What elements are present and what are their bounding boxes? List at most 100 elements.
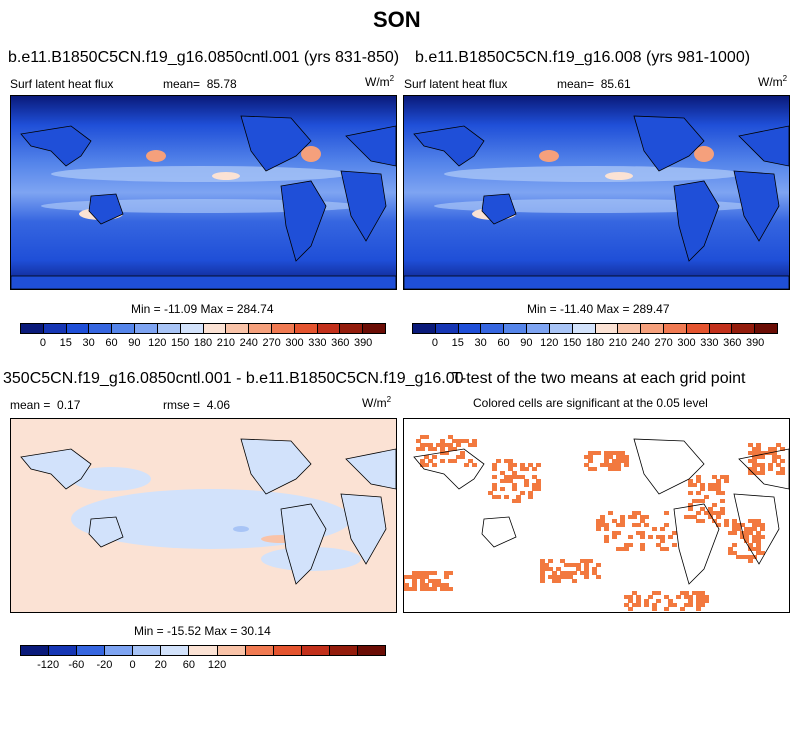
panel2-mean-label: mean= — [557, 77, 595, 91]
panel1-colorbar-label: 30 — [82, 337, 95, 349]
significant-cell — [616, 459, 621, 463]
significant-cell — [420, 583, 425, 587]
significant-cell — [492, 463, 497, 467]
significant-cell — [568, 563, 573, 567]
panel2-colorbar-label: 30 — [474, 337, 487, 349]
significant-cell — [540, 575, 545, 579]
panel3-colorbar-label: -20 — [96, 659, 113, 671]
panel1-colorbar-label: 90 — [128, 337, 141, 349]
significant-cell — [468, 443, 473, 447]
panel1-colorbar-segment — [317, 324, 341, 333]
panel3-rmse-value: 4.06 — [206, 398, 231, 412]
significant-cell — [724, 519, 729, 523]
significant-cell — [600, 523, 605, 527]
significant-cell — [696, 479, 701, 483]
significant-cell — [720, 507, 725, 511]
significant-cell — [492, 483, 497, 487]
panel3-title: 350C5CN.f19_g16.0850cntl.001 - b.e11.B18… — [3, 370, 463, 387]
panel4-subtitle: Colored cells are significant at the 0.0… — [473, 396, 708, 410]
significant-cell — [624, 543, 629, 547]
significant-cell — [440, 443, 445, 447]
panel2-colorbar-label: 270 — [654, 337, 673, 349]
significant-cell — [580, 571, 585, 575]
significant-cell — [624, 595, 629, 599]
significant-cell — [604, 451, 609, 455]
significant-cell — [636, 595, 641, 599]
significant-cell — [452, 447, 457, 451]
significant-cell — [536, 487, 541, 491]
significant-cell — [612, 535, 617, 539]
significant-cell — [684, 603, 689, 607]
significant-cell — [748, 555, 753, 559]
panel3-colorbar-segment — [245, 646, 274, 655]
panel2-colorbar-segment — [618, 324, 642, 333]
significant-cell — [628, 607, 633, 611]
significant-cell — [736, 527, 741, 531]
significant-cell — [648, 595, 653, 599]
significant-cell — [444, 451, 449, 455]
significant-cell — [692, 499, 697, 503]
panel2-colorbar-segment — [641, 324, 664, 333]
panel3-mean-value: 0.17 — [57, 398, 81, 412]
significant-cell — [696, 511, 701, 515]
panel2-colorbar-segment — [435, 324, 459, 333]
significant-cell — [432, 463, 437, 467]
significant-cell — [700, 483, 705, 487]
panel2-colorbar-segment — [572, 324, 596, 333]
significant-cell — [616, 455, 621, 459]
significant-cell — [432, 447, 437, 451]
panel2-colorbar-label: 390 — [745, 337, 765, 349]
significant-cell — [724, 479, 729, 483]
significant-cell — [416, 575, 421, 579]
panel3-colorbar-label: -120 — [37, 659, 60, 671]
significant-cell — [680, 607, 685, 611]
significant-cell — [724, 475, 729, 479]
significant-cell — [520, 491, 525, 495]
significant-cell — [672, 603, 677, 607]
panel2-colorbar-segment — [663, 324, 687, 333]
significant-cell — [424, 443, 429, 447]
significant-cell — [708, 511, 713, 515]
significant-cell — [668, 603, 673, 607]
significant-cell — [760, 467, 765, 471]
panel3-units-base: W/m — [362, 396, 387, 410]
significant-cell — [568, 575, 573, 579]
significant-cell — [620, 459, 625, 463]
panel3-colorbar-segment — [329, 646, 358, 655]
significant-cell — [704, 599, 709, 603]
panel3-colorbar-segment — [77, 646, 106, 655]
panel2-minmax: Min = -11.40 Max = 289.47 — [527, 302, 670, 316]
significant-cell — [696, 603, 701, 607]
significant-cell — [428, 579, 433, 583]
significant-cell — [604, 459, 609, 463]
significant-cell — [496, 459, 501, 463]
significant-cell — [608, 467, 613, 471]
significant-cell — [780, 459, 785, 463]
significant-cell — [668, 535, 673, 539]
significant-cell — [600, 515, 605, 519]
significant-cell — [716, 515, 721, 519]
significant-cell — [512, 475, 517, 479]
panel1-minmax: Min = -11.09 Max = 284.74 — [131, 302, 274, 316]
significant-cell — [720, 499, 725, 503]
significant-cell — [424, 463, 429, 467]
significant-cell — [448, 443, 453, 447]
significant-cell — [496, 495, 501, 499]
panel2-colorbar-label: 330 — [700, 337, 719, 349]
significant-cell — [432, 571, 437, 575]
significant-cell — [632, 515, 637, 519]
panel3-colorbar-segment — [301, 646, 330, 655]
significant-cell — [700, 507, 705, 511]
panel1-colorbar — [20, 323, 386, 334]
panel1-colorbar-label: 120 — [148, 337, 167, 349]
panel2-colorbar-label: 180 — [585, 337, 605, 349]
significant-cell — [660, 547, 665, 551]
significant-cell — [520, 463, 525, 467]
significant-cell — [644, 599, 649, 603]
significant-cell — [492, 475, 497, 479]
significant-cell — [428, 459, 433, 463]
significant-cell — [440, 451, 445, 455]
significant-cell — [464, 439, 469, 443]
significant-cell — [448, 587, 453, 591]
significant-cell — [748, 519, 753, 523]
